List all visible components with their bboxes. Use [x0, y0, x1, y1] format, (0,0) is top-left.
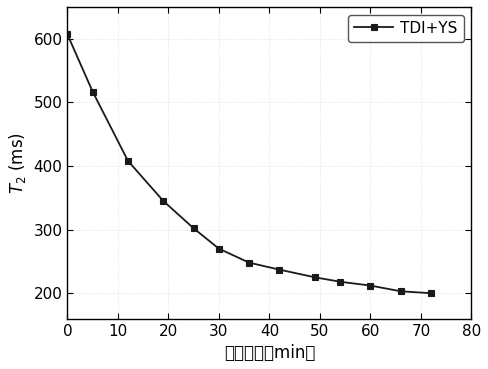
TDI+YS — [398, 289, 404, 293]
TDI+YS — [428, 291, 434, 296]
TDI+YS — [161, 199, 166, 203]
Legend: TDI+YS: TDI+YS — [348, 15, 464, 42]
TDI+YS — [337, 280, 343, 284]
Line: TDI+YS: TDI+YS — [64, 31, 434, 297]
TDI+YS — [312, 275, 318, 279]
TDI+YS — [216, 246, 222, 251]
TDI+YS — [367, 283, 373, 288]
X-axis label: 反应时间（min）: 反应时间（min） — [224, 344, 315, 362]
Y-axis label: $T_2$ (ms): $T_2$ (ms) — [7, 132, 28, 194]
TDI+YS — [125, 159, 131, 163]
TDI+YS — [191, 226, 197, 231]
TDI+YS — [246, 261, 252, 265]
TDI+YS — [90, 89, 96, 94]
TDI+YS — [277, 268, 283, 272]
TDI+YS — [64, 32, 70, 37]
